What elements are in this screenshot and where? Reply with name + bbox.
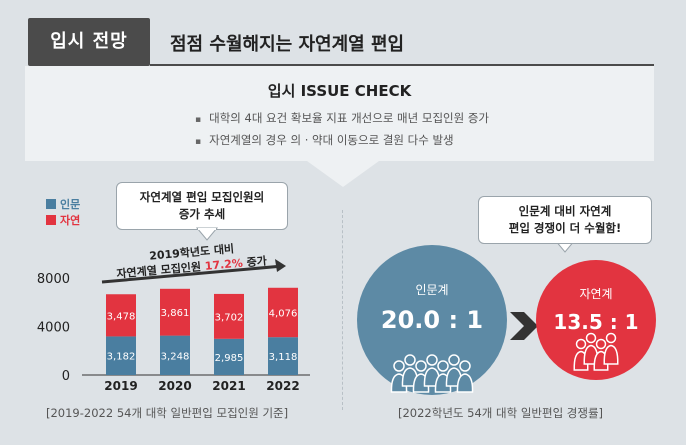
person-head (415, 360, 427, 372)
header-rule (150, 64, 654, 66)
humanities-ratio-circle (357, 245, 507, 395)
callout-line: 자연계열 편입 모집인원의 (139, 190, 265, 204)
crowd-icon (390, 354, 474, 393)
pointer-arrow (307, 161, 379, 187)
callout-line: 편입 경쟁이 더 수월함! (508, 221, 622, 235)
legend-swatch-humanities (46, 199, 56, 209)
bar-data-label: 2,985 (215, 353, 244, 364)
bar-segment-humanities (160, 335, 190, 375)
bar-segment-natural (160, 288, 190, 336)
person-head (585, 332, 597, 344)
chart-legend: 인문 자연 (46, 196, 80, 228)
person-head (459, 360, 471, 372)
person-head (595, 338, 607, 350)
natural-ratio-label: 자연계 (579, 287, 612, 301)
natural-ratio-value: 13.5 : 1 (553, 310, 638, 334)
legend-label-humanities: 인문 (60, 198, 81, 211)
person-head (605, 332, 617, 344)
legend-item-natural: 자연 (46, 212, 80, 228)
section-tag-label: 입시 전망 (50, 31, 128, 52)
person-head (448, 354, 460, 366)
bar-segment-humanities (268, 337, 298, 375)
issue-item: 대학의 4대 요건 확보율 지표 개선으로 매년 모집인원 증가 (195, 108, 489, 130)
issue-item: 자연계열의 경우 의 · 약대 이동으로 결원 다수 발생 (195, 130, 489, 152)
bar-data-label: 3,182 (107, 352, 136, 363)
x-tick-label: 2020 (158, 379, 191, 393)
issue-title: 입시 ISSUE CHECK (267, 82, 412, 100)
legend-label-natural: 자연 (60, 214, 81, 227)
competition-callout: 인문계 대비 자연계 편입 경쟁이 더 수월함! (478, 196, 652, 244)
section-divider (342, 210, 343, 410)
bar-segment-humanities (106, 336, 136, 375)
callout-line: 증가 추세 (178, 207, 226, 221)
trend-annotation: 2019학년도 대비 자연계열 모집인원 17.2% 증가 (101, 241, 286, 284)
y-tick-label: 8000 (37, 272, 70, 287)
person-head (437, 360, 449, 372)
page-title: 점점 수월해지는 자연계열 편입 (170, 34, 405, 55)
person-head (575, 338, 587, 350)
bar-data-label: 3,248 (161, 351, 190, 362)
chart-callout: 자연계열 편입 모집인원의 증가 추세 (116, 182, 288, 230)
issue-list: 대학의 4대 요건 확보율 지표 개선으로 매년 모집인원 증가 자연계열의 경… (195, 108, 489, 152)
legend-item-humanities: 인문 (46, 196, 80, 212)
person-head (426, 354, 438, 366)
bar-segment-natural (106, 294, 136, 337)
x-tick-label: 2022 (266, 379, 299, 393)
crowd-icon-small (573, 332, 619, 371)
humanities-ratio-value: 20.0 : 1 (381, 306, 483, 334)
bar-data-label: 3,861 (161, 308, 190, 319)
bar-segment-natural (268, 287, 298, 338)
competition-source-note: [2022학년도 54개 대학 일반편입 경쟁률] (398, 406, 604, 420)
trend-arrow-shaft (101, 264, 284, 284)
legend-swatch-natural (46, 215, 56, 225)
bar-data-label: 4,076 (269, 308, 298, 319)
bar-segment-natural (214, 293, 244, 339)
issue-check-box: 입시 ISSUE CHECK 대학의 4대 요건 확보율 지표 개선으로 매년 … (25, 66, 654, 161)
natural-ratio-circle (536, 260, 656, 380)
y-tick-label: 4000 (37, 321, 70, 336)
bar-data-label: 3,478 (107, 311, 136, 322)
bar-segment-humanities (214, 338, 244, 375)
callout-line: 인문계 대비 자연계 (518, 204, 612, 218)
trend-percent: 17.2% (204, 257, 243, 273)
chevron-right-icon (510, 312, 538, 340)
person-body (603, 344, 619, 365)
x-tick-label: 2021 (212, 379, 245, 393)
trend-arrowhead (275, 259, 286, 272)
section-tag: 입시 전망 (28, 18, 150, 66)
bar-data-label: 3,118 (269, 352, 298, 363)
x-tick-label: 2019 (104, 379, 137, 393)
person-head (404, 354, 416, 366)
person-body (456, 373, 474, 393)
person-head (393, 360, 405, 372)
bar-data-label: 3,702 (215, 312, 244, 323)
trend-suffix: 증가 (242, 253, 267, 269)
humanities-ratio-label: 인문계 (415, 283, 448, 297)
chart-source-note: [2019-2022 54개 대학 일반편입 모집인원 기준] (46, 406, 289, 420)
y-tick-label: 0 (62, 369, 70, 384)
